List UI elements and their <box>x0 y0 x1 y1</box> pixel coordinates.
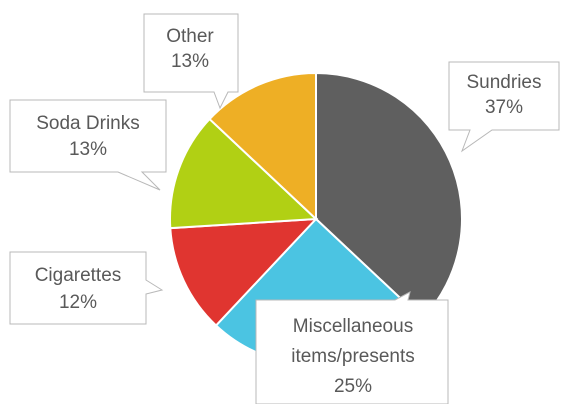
slice-label-miscellaneous-line1: Miscellaneous <box>293 316 413 337</box>
pie-slice-sundries <box>315 71 463 321</box>
slice-value-miscellaneous: 25% <box>334 376 372 397</box>
slice-label-other: Other <box>166 26 214 47</box>
slice-label-soda-drinks: Soda Drinks <box>36 113 140 134</box>
callout-soda-drinks: Soda Drinks 13% <box>9 99 167 191</box>
slice-value-sundries: 37% <box>485 97 523 118</box>
pie-slice-other <box>208 71 317 222</box>
slice-value-other: 13% <box>171 51 209 72</box>
slice-value-soda-drinks: 13% <box>69 139 107 160</box>
callout-sundries: Sundries 37% <box>448 61 560 153</box>
callout-miscellaneous: Miscellaneous items/presents 25% <box>255 291 449 404</box>
pie-slice-soda <box>169 117 319 230</box>
callout-cigarettes: Cigarettes 12% <box>9 251 164 325</box>
pie-slice-cigarettes <box>169 217 319 327</box>
callout-other: Other 13% <box>143 13 239 110</box>
slice-label-cigarettes: Cigarettes <box>35 265 122 286</box>
slice-label-miscellaneous-line2: items/presents <box>291 346 415 367</box>
callout-labels: Sundries 37% Other 13% Soda Drinks 13% C… <box>9 13 560 404</box>
slice-value-cigarettes: 12% <box>59 292 97 313</box>
slice-label-sundries: Sundries <box>467 72 542 93</box>
